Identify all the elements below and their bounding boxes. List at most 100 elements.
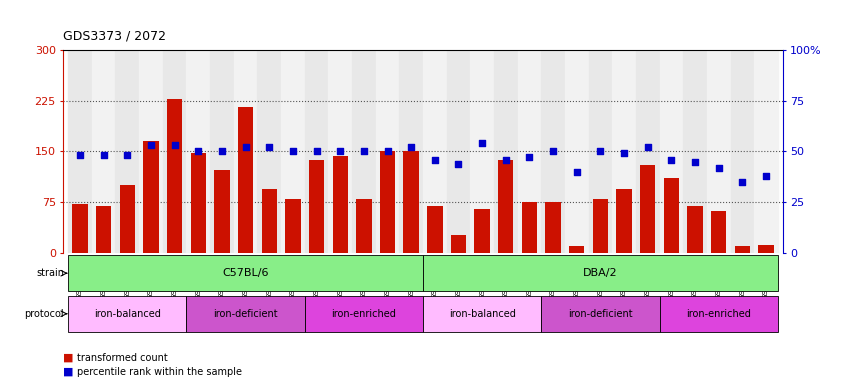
Point (333, 148, 347, 154)
Bar (423, 50, 447, 253)
Text: protocol: protocol (25, 309, 64, 319)
Point (641, 144, 655, 151)
Point (428, 156, 442, 162)
Text: ■: ■ (63, 367, 74, 377)
Bar (518, 50, 541, 253)
Bar (404, 151, 419, 253)
Bar (96, 205, 112, 253)
Bar (69, 255, 423, 291)
Bar (119, 185, 135, 253)
Text: transformed count: transformed count (77, 353, 168, 363)
Point (665, 156, 678, 162)
Text: iron-deficient: iron-deficient (213, 309, 277, 319)
Point (191, 148, 205, 154)
Point (712, 165, 726, 171)
Point (404, 144, 418, 151)
Bar (754, 50, 777, 253)
Bar (399, 50, 423, 253)
Bar (210, 50, 233, 253)
Bar (328, 50, 352, 253)
Point (381, 148, 394, 154)
Text: iron-enriched: iron-enriched (686, 309, 751, 319)
Bar (734, 246, 750, 253)
Point (215, 148, 228, 154)
Bar (589, 50, 613, 253)
Point (239, 144, 252, 151)
Bar (758, 245, 774, 253)
Bar (238, 108, 253, 253)
Point (357, 148, 371, 154)
Bar (522, 202, 537, 253)
Bar (257, 50, 281, 253)
Bar (660, 296, 777, 332)
Bar (660, 50, 684, 253)
Point (262, 144, 276, 151)
Point (547, 148, 560, 154)
Point (735, 179, 749, 185)
Bar (352, 50, 376, 253)
Bar (730, 50, 754, 253)
Bar (214, 170, 229, 253)
Text: GDS3373 / 2072: GDS3373 / 2072 (63, 29, 167, 42)
Bar (305, 50, 328, 253)
Bar (470, 50, 494, 253)
Bar (684, 50, 707, 253)
Bar (281, 50, 305, 253)
Bar (376, 50, 399, 253)
Point (475, 140, 489, 146)
Bar (423, 255, 777, 291)
Point (310, 148, 323, 154)
Bar (494, 50, 518, 253)
Bar (565, 50, 589, 253)
Text: iron-enriched: iron-enriched (332, 309, 396, 319)
Point (97, 152, 111, 159)
Text: iron-balanced: iron-balanced (94, 309, 161, 319)
Bar (636, 50, 660, 253)
Bar (541, 296, 660, 332)
Bar (233, 50, 257, 253)
Bar (305, 296, 423, 332)
Point (759, 173, 772, 179)
Text: iron-balanced: iron-balanced (448, 309, 515, 319)
Bar (139, 50, 162, 253)
Bar (423, 296, 541, 332)
Text: iron-deficient: iron-deficient (569, 309, 633, 319)
Bar (380, 151, 395, 253)
Bar (261, 189, 277, 253)
Bar (427, 205, 442, 253)
Bar (309, 159, 324, 253)
Text: C57BL/6: C57BL/6 (222, 268, 269, 278)
Bar (69, 50, 92, 253)
Point (499, 156, 513, 162)
Bar (162, 50, 186, 253)
Point (120, 152, 134, 159)
Bar (593, 199, 608, 253)
Bar (186, 296, 305, 332)
Bar (711, 211, 727, 253)
Bar (167, 99, 183, 253)
Bar (541, 50, 565, 253)
Bar (663, 179, 679, 253)
Bar (143, 141, 159, 253)
Text: DBA/2: DBA/2 (583, 268, 618, 278)
Bar (447, 50, 470, 253)
Point (618, 151, 631, 157)
Bar (451, 235, 466, 253)
Bar (116, 50, 139, 253)
Bar (72, 204, 88, 253)
Bar (498, 159, 514, 253)
Point (689, 159, 702, 165)
Bar (332, 156, 348, 253)
Bar (569, 246, 585, 253)
Point (523, 154, 536, 161)
Bar (475, 209, 490, 253)
Point (286, 148, 299, 154)
Bar (92, 50, 116, 253)
Bar (69, 296, 186, 332)
Bar (707, 50, 730, 253)
Bar (617, 189, 632, 253)
Text: strain: strain (36, 268, 64, 278)
Bar (546, 202, 561, 253)
Point (452, 161, 465, 167)
Bar (356, 199, 371, 253)
